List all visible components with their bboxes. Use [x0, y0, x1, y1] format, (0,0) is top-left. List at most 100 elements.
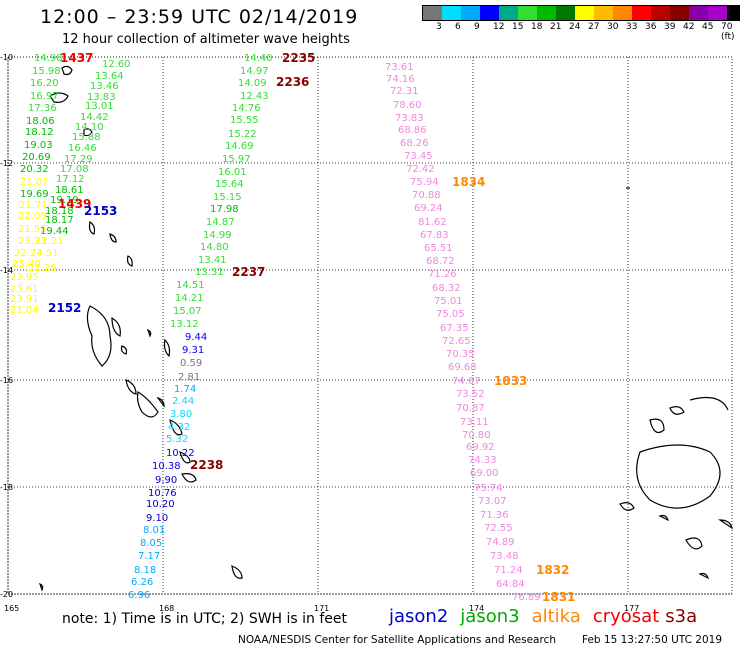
satellite-legend-cryosat: cryosat — [592, 606, 660, 627]
wave-height-value: 19.69 — [20, 189, 49, 200]
pass-time-label: 1832 — [536, 563, 569, 577]
wave-height-value: 14.69 — [225, 141, 254, 152]
wave-height-value: 71.26 — [428, 269, 457, 280]
lon-tick-label: 168 — [159, 604, 174, 613]
wave-height-value: 18.61 — [55, 185, 84, 196]
wave-height-value: 18.17 — [45, 215, 74, 226]
color-swatch — [480, 6, 499, 20]
wave-height-value: 67.83 — [420, 230, 449, 241]
lon-tick-label: 174 — [469, 604, 484, 613]
wave-height-value: 22.77 — [14, 248, 43, 259]
wave-height-value: 13.83 — [87, 92, 116, 103]
lat-tick-label: -16 — [0, 376, 13, 385]
wave-height-value: 75.01 — [434, 296, 463, 307]
wave-height-value: 10.20 — [146, 499, 175, 510]
wave-height-value: 72.31 — [390, 86, 419, 97]
map-subtitle: 12 hour collection of altimeter wave hei… — [62, 32, 350, 47]
wave-height-value: 23.33 — [18, 236, 47, 247]
wave-height-value: 23.61 — [10, 284, 39, 295]
color-scale-label: 15 — [512, 22, 524, 32]
wave-height-value: 21.07 — [20, 177, 49, 188]
wave-height-value: 22.09 — [18, 211, 47, 222]
color-swatch — [594, 6, 613, 20]
wave-height-value: 14.09 — [238, 78, 267, 89]
wave-height-value: 74.16 — [386, 74, 415, 85]
pass-time-label: 1833 — [494, 374, 527, 388]
wave-height-value: 14.76 — [232, 103, 261, 114]
wave-height-value: 14.21 — [175, 293, 204, 304]
pass-time-label: 2153 — [84, 204, 117, 218]
wave-height-value: 4.32 — [168, 422, 190, 433]
wave-height-value: 14.40 — [244, 53, 273, 64]
pass-time-label: 1831 — [542, 590, 575, 604]
wave-height-value: 16.46 — [68, 143, 97, 154]
wave-height-value: 15.64 — [215, 179, 244, 190]
wave-height-value: 21.71 — [19, 200, 48, 211]
wave-height-value: 14.51 — [176, 280, 205, 291]
color-scale-label: 21 — [550, 22, 562, 32]
wave-height-value: 13.12 — [170, 319, 199, 330]
wave-height-value: 74.89 — [486, 537, 515, 548]
wave-height-value: 67.35 — [440, 323, 469, 334]
wave-height-value: 13.41 — [198, 255, 227, 266]
satellite-legend-s3a: s3a — [665, 606, 698, 627]
wave-height-value: 12.60 — [102, 59, 131, 70]
wave-height-value: 70.80 — [462, 430, 491, 441]
wave-height-value: 10.38 — [152, 461, 181, 472]
color-scale-label: 39 — [664, 22, 676, 32]
wave-height-value: 18.06 — [26, 116, 55, 127]
lon-tick-label: 165 — [4, 604, 19, 613]
lat-tick-label: -20 — [0, 590, 13, 599]
wave-height-value: 75.74 — [474, 483, 503, 494]
wave-height-value: 76.89 — [512, 592, 541, 603]
coastline-layer — [38, 65, 733, 592]
wave-height-value: 23.95 — [10, 272, 39, 283]
pass-time-label: 2238 — [190, 458, 223, 472]
map-frame — [7, 56, 733, 595]
wave-height-value: 68.86 — [398, 125, 427, 136]
wave-height-value: 73.48 — [490, 551, 519, 562]
agency-credit: NOAA/NESDIS Center for Satellite Applica… — [238, 634, 556, 646]
wave-height-value: 22.21 — [35, 236, 64, 247]
color-swatch — [727, 6, 740, 20]
color-scale-label: 42 — [683, 22, 695, 32]
satellite-legend-altika: altika — [531, 606, 581, 627]
wave-height-value: 14.97 — [240, 66, 269, 77]
color-scale-label: 9 — [474, 22, 480, 32]
wave-height-value: 75.05 — [436, 309, 465, 320]
color-swatch — [499, 6, 518, 20]
wave-height-value: 15.55 — [230, 115, 259, 126]
wave-height-value: 8.01 — [143, 525, 165, 536]
wave-height-value: 73.11 — [460, 417, 489, 428]
wave-height-value: 17.08 — [60, 164, 89, 175]
color-swatch — [708, 6, 727, 20]
wave-height-value: 14.99 — [203, 230, 232, 241]
color-swatch — [689, 6, 708, 20]
lat-tick-label: -12 — [0, 159, 13, 168]
wave-height-value: 14.87 — [206, 217, 235, 228]
wave-height-value: 64.84 — [496, 579, 525, 590]
wave-height-value: 15.98 — [32, 66, 61, 77]
wave-height-value: 7.17 — [138, 551, 160, 562]
pass-time-label: 1437 — [60, 51, 93, 65]
wave-height-labels: 14.98 12.60 15.98 13.64 16.20 13.46 16.97 13.83… — [10, 51, 575, 604]
wave-height-value: 71.24 — [494, 565, 523, 576]
color-swatch — [442, 6, 461, 20]
lon-tick-label: 177 — [624, 604, 639, 613]
color-scale-label: 33 — [626, 22, 638, 32]
wave-height-value: 75.94 — [410, 177, 439, 188]
wave-height-value: 5.32 — [166, 434, 188, 445]
color-scale-label: 30 — [607, 22, 619, 32]
wave-height-value: 13.64 — [95, 71, 124, 82]
footnote: note: 1) Time is in UTC; 2) SWH is in fe… — [62, 611, 348, 627]
lat-tick-label: -10 — [0, 53, 13, 62]
wave-height-value: 24.51 — [30, 248, 59, 259]
wave-height-value: 70.35 — [446, 349, 475, 360]
wave-height-value: 69.68 — [448, 362, 477, 373]
wave-height-value: 0.59 — [180, 358, 202, 369]
color-scale-label: 45 — [702, 22, 714, 32]
wave-height-value: 6.26 — [131, 577, 153, 588]
wave-height-value: 72.65 — [442, 336, 471, 347]
wave-height-value: 70.88 — [412, 190, 441, 201]
wave-height-value: 14.80 — [200, 242, 229, 253]
